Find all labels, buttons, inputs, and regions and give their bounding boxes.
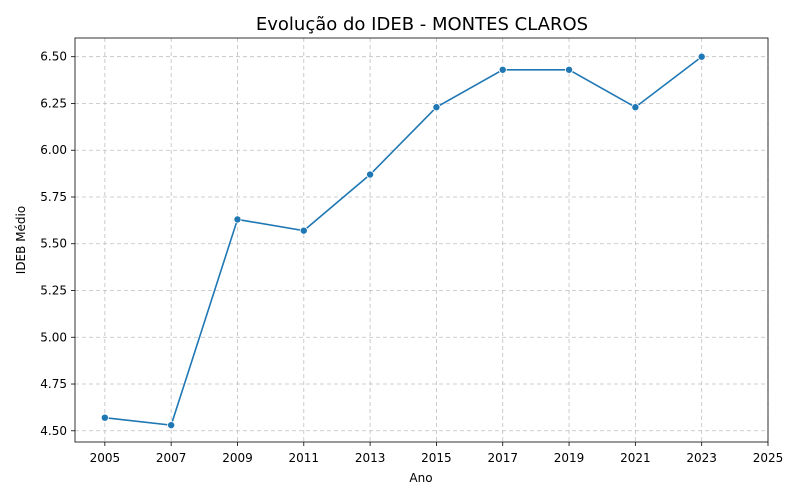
- x-tick-label: 2015: [421, 451, 452, 465]
- series: [100, 52, 706, 430]
- x-tick-label: 2009: [222, 451, 253, 465]
- x-tick-label: 2007: [156, 451, 187, 465]
- data-point: [498, 65, 507, 74]
- x-tick-label: 2019: [554, 451, 585, 465]
- y-axis-label: IDEB Médio: [14, 206, 28, 274]
- x-tick-label: 2005: [90, 451, 121, 465]
- x-tick-label: 2013: [355, 451, 386, 465]
- grid: [75, 38, 769, 442]
- series-line: [104, 56, 703, 427]
- y-tick-label: 5.25: [40, 284, 67, 298]
- y-tick-label: 6.25: [40, 96, 67, 110]
- data-point: [565, 65, 574, 74]
- y-tick-label: 5.50: [40, 237, 67, 251]
- chart-title: Evolução do IDEB - MONTES CLAROS: [256, 14, 588, 35]
- x-axis: 2005 2007 2009 2011 2013 2015 2017 2019 2021 2023…: [90, 442, 784, 465]
- x-tick-label: 2021: [620, 451, 651, 465]
- data-point: [697, 52, 706, 61]
- data-point: [299, 226, 308, 235]
- data-point: [631, 103, 640, 112]
- data-point: [100, 413, 109, 422]
- data-point: [167, 421, 176, 430]
- y-tick-label: 6.50: [40, 50, 67, 64]
- y-tick-label: 4.50: [40, 424, 67, 438]
- y-tick-label: 4.75: [40, 377, 67, 391]
- x-tick-label: 2017: [487, 451, 518, 465]
- y-tick-label: 5.75: [40, 190, 67, 204]
- x-tick-label: 2023: [686, 451, 717, 465]
- data-point: [366, 170, 375, 179]
- x-tick-label: 2025: [753, 451, 784, 465]
- y-axis: 4.50 4.75 5.00 5.25 5.50 5.75 6.00 6.25 6.50: [40, 50, 75, 438]
- x-axis-label: Ano: [409, 471, 432, 485]
- data-point: [432, 103, 441, 112]
- x-tick-label: 2011: [289, 451, 320, 465]
- data-point: [233, 215, 242, 224]
- y-tick-label: 5.00: [40, 330, 67, 344]
- plot-frame: [74, 37, 769, 443]
- y-tick-label: 6.00: [40, 143, 67, 157]
